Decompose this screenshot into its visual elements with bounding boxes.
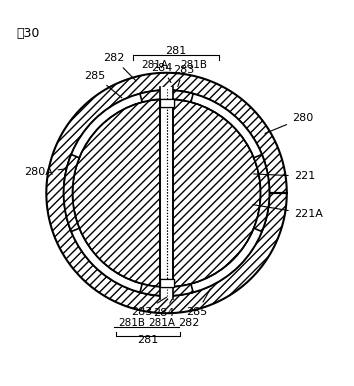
Text: 284: 284 [151, 63, 173, 83]
Text: 285: 285 [187, 289, 211, 317]
Polygon shape [254, 154, 269, 232]
Text: 283: 283 [132, 297, 167, 317]
Text: 280A: 280A [24, 167, 65, 177]
Bar [160, 279, 173, 287]
Text: 281B: 281B [118, 318, 145, 328]
Text: 284: 284 [153, 299, 175, 318]
Text: 221: 221 [254, 171, 315, 181]
Text: 280: 280 [265, 113, 313, 134]
Polygon shape [64, 154, 79, 232]
Text: 283: 283 [173, 64, 194, 86]
Text: 281: 281 [165, 46, 187, 56]
Text: 282: 282 [103, 53, 136, 81]
Polygon shape [140, 90, 193, 102]
Polygon shape [64, 90, 269, 296]
Bar [160, 99, 173, 107]
Polygon shape [46, 73, 287, 313]
Text: 281A: 281A [148, 318, 175, 328]
Bar [160, 279, 173, 287]
Bar [160, 99, 173, 287]
Text: 281A: 281A [141, 61, 168, 71]
Bar [160, 87, 173, 299]
Text: 281: 281 [137, 335, 158, 345]
Text: 困30: 困30 [17, 27, 40, 41]
Circle shape [43, 69, 290, 317]
Text: 281B: 281B [180, 61, 207, 71]
Text: 282: 282 [178, 318, 200, 328]
Text: 285: 285 [85, 71, 122, 98]
Circle shape [73, 99, 261, 287]
Text: 221A: 221A [253, 205, 322, 219]
Bar [160, 99, 173, 107]
Polygon shape [140, 284, 193, 296]
